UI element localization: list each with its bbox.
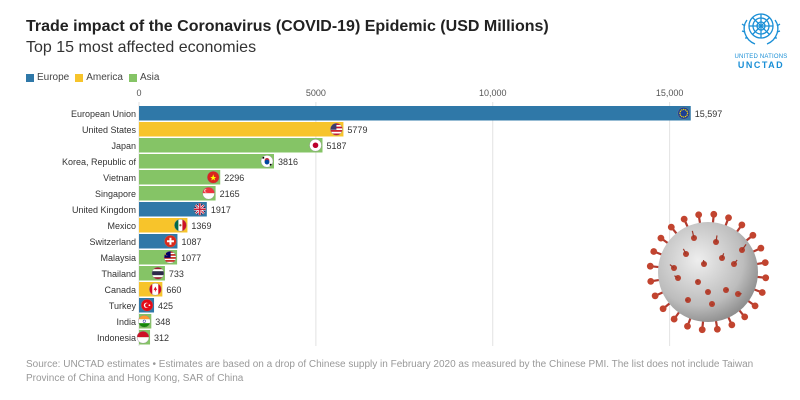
value-label: 1087: [181, 237, 201, 247]
canada-flag-icon: [149, 283, 162, 296]
bar-uk[interactable]: [139, 202, 207, 217]
logo-text-unctad: UNCTAD: [737, 60, 785, 70]
legend-swatch-america: [75, 73, 84, 82]
coronavirus-illustration: [646, 210, 770, 334]
value-label: 5187: [326, 141, 346, 151]
thailand-flag-icon: [151, 267, 165, 280]
x-tick-label: 5000: [306, 88, 326, 98]
value-label: 425: [158, 301, 173, 311]
bar-vietnam[interactable]: [139, 170, 221, 185]
legend-label-asia: Asia: [139, 72, 160, 83]
south-korea-flag-icon: [260, 155, 274, 168]
uk-flag-icon: [193, 203, 207, 216]
singapore-flag-icon: [202, 187, 215, 200]
bar-south-korea[interactable]: [139, 154, 274, 169]
category-label: Vietnam: [103, 173, 136, 183]
category-label: European Union: [71, 109, 136, 119]
legend-swatch-asia: [128, 73, 137, 82]
x-tick-label: 0: [136, 88, 141, 98]
japan-flag-icon: [309, 139, 322, 152]
bar-singapore[interactable]: [139, 186, 216, 201]
category-label: United Kingdom: [72, 205, 136, 215]
value-label: 348: [155, 317, 170, 327]
x-tick-label: 10,000: [479, 88, 507, 98]
category-label: Switzerland: [89, 237, 136, 247]
category-label: Singapore: [95, 189, 136, 199]
switzerland-flag-icon: [164, 235, 177, 248]
bar-eu[interactable]: [139, 106, 691, 121]
bar-us[interactable]: [139, 122, 344, 137]
category-label: Canada: [104, 285, 136, 295]
category-label: Indonesia: [97, 333, 136, 343]
x-tick-label: 15,000: [656, 88, 684, 98]
turkey-flag-icon: [140, 299, 154, 312]
category-label: United States: [82, 125, 137, 135]
category-label: Turkey: [109, 301, 137, 311]
value-label: 733: [169, 269, 184, 279]
category-label: Malaysia: [100, 253, 136, 263]
value-label: 312: [154, 333, 169, 343]
value-label: 15,597: [695, 109, 723, 119]
legend-label-europe: Europe: [37, 72, 70, 83]
legend-swatch-europe: [26, 73, 34, 82]
legend-item-asia[interactable]: Asia: [128, 72, 160, 83]
un-logo: UNITED NATIONS UNCTAD: [728, 8, 794, 70]
chart-subtitle: Top 15 most affected economies: [26, 39, 257, 56]
indonesia-flag-icon: [136, 331, 150, 344]
legend-item-europe[interactable]: Europe: [26, 72, 69, 83]
chart-title: Trade impact of the Coronavirus (COVID-1…: [26, 18, 549, 35]
legend-item-america[interactable]: America: [75, 72, 123, 83]
india-flag-icon: [138, 315, 151, 328]
category-label: Japan: [111, 141, 136, 151]
value-label: 1369: [191, 221, 211, 231]
value-label: 5779: [347, 125, 367, 135]
labels: 0 5000 10,000 15,000 European Union 15,597 Uni…: [62, 88, 722, 343]
value-label: 660: [166, 285, 181, 295]
bar-mexico[interactable]: [139, 218, 188, 233]
value-label: 2296: [224, 173, 244, 183]
category-label: Thailand: [101, 269, 136, 279]
legend: Europe America Asia: [26, 72, 159, 83]
malaysia-flag-icon: [163, 251, 177, 264]
vietnam-flag-icon: [207, 171, 220, 184]
legend-label-america: America: [86, 72, 123, 83]
mexico-flag-icon: [174, 219, 187, 232]
value-label: 1917: [211, 205, 231, 215]
bars: [136, 106, 691, 345]
source-note: Source: UNCTAD estimates • Estimates are…: [26, 359, 754, 384]
category-label: India: [116, 317, 136, 327]
us-flag-icon: [330, 123, 343, 136]
value-label: 2165: [220, 189, 240, 199]
category-label: Korea, Republic of: [62, 157, 137, 167]
logo-text-united-nations: UNITED NATIONS: [734, 54, 788, 60]
category-label: Mexico: [107, 221, 136, 231]
un-emblem-icon: [741, 13, 781, 45]
value-label: 3816: [278, 157, 298, 167]
value-label: 1077: [181, 253, 201, 263]
bar-japan[interactable]: [139, 138, 323, 153]
eu-flag-icon: [677, 107, 690, 120]
